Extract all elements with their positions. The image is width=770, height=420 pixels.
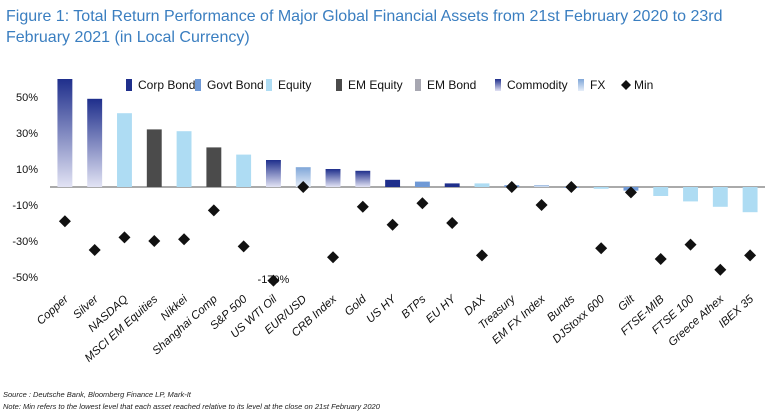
min-marker [148, 235, 161, 247]
source-note: Source : Deutsche Bank, Bloomberg Financ… [3, 390, 191, 399]
bar [325, 169, 341, 187]
x-tick-label: US HY [364, 292, 399, 325]
bar [146, 129, 162, 187]
x-tick-label: DJStoxx 600 [551, 293, 608, 346]
legend-label: Equity [278, 78, 311, 92]
bar [653, 187, 669, 196]
min-marker [327, 251, 340, 264]
y-tick-label: 50% [16, 92, 38, 104]
min-marker [595, 242, 608, 255]
bar [57, 79, 73, 187]
legend-swatch [621, 80, 631, 90]
min-marker [684, 238, 697, 251]
min-marker [416, 197, 429, 210]
bar [355, 170, 371, 187]
legend-swatch [195, 79, 201, 91]
min-marker [624, 186, 637, 199]
y-tick-label: 30% [16, 128, 38, 140]
bar [683, 187, 698, 202]
wti-oil-min-annotation: -170% [258, 274, 290, 286]
legend-swatch [578, 79, 584, 91]
x-tick-label: DAX [462, 292, 489, 318]
min-marker [118, 231, 131, 244]
y-tick-label: -30% [12, 236, 38, 248]
bar [534, 185, 550, 187]
legend-label: EM Equity [348, 78, 403, 92]
x-tick-label: EM FX Index [490, 292, 548, 346]
bar [87, 98, 103, 187]
bar [385, 179, 401, 187]
legend-label: Govt Bond [207, 78, 264, 92]
bar [176, 131, 192, 187]
legend-swatch [266, 79, 272, 91]
min-marker [535, 199, 548, 211]
bar [712, 187, 728, 207]
bar [236, 154, 252, 187]
min-marker [475, 249, 488, 262]
x-tick-label: Gilt [616, 293, 637, 314]
legend-label: Commodity [507, 78, 568, 92]
bar [206, 147, 222, 187]
bar [117, 113, 132, 187]
min-marker [654, 253, 667, 265]
legend-label: Min [634, 78, 653, 92]
min-marker [88, 244, 101, 256]
bar [444, 183, 460, 187]
footnote: Note: Min refers to the lowest level tha… [3, 402, 380, 411]
x-tick-label: Copper [35, 293, 72, 328]
min-marker [297, 181, 310, 193]
min-marker [237, 240, 250, 253]
min-marker [58, 215, 71, 228]
min-marker [744, 249, 757, 262]
min-marker [267, 274, 280, 287]
min-marker [356, 200, 369, 213]
legend-swatch [336, 79, 342, 91]
chart-title: Figure 1: Total Return Performance of Ma… [6, 8, 723, 46]
legend-label: EM Bond [427, 78, 476, 92]
min-marker [446, 217, 459, 229]
min-marker [207, 204, 220, 217]
bar [593, 187, 609, 189]
min-marker [714, 263, 727, 276]
min-marker [505, 181, 518, 193]
y-tick-label: -10% [12, 200, 38, 212]
min-marker [178, 233, 191, 246]
x-tick-label: EU HY [424, 292, 459, 325]
bar [414, 181, 430, 187]
bar [265, 160, 281, 187]
legend-swatch [415, 79, 421, 91]
bar [295, 167, 311, 187]
bar [474, 183, 490, 187]
bar [742, 187, 758, 213]
min-marker [386, 218, 399, 231]
y-tick-label: -50% [12, 272, 38, 284]
legend-label: FX [590, 78, 605, 92]
legend-label: Corp Bond [138, 78, 195, 92]
x-tick-label: Gold [343, 293, 370, 319]
y-tick-label: 10% [16, 164, 38, 176]
legend-swatch [495, 79, 501, 91]
legend-swatch [126, 79, 132, 91]
min-marker [565, 181, 578, 193]
